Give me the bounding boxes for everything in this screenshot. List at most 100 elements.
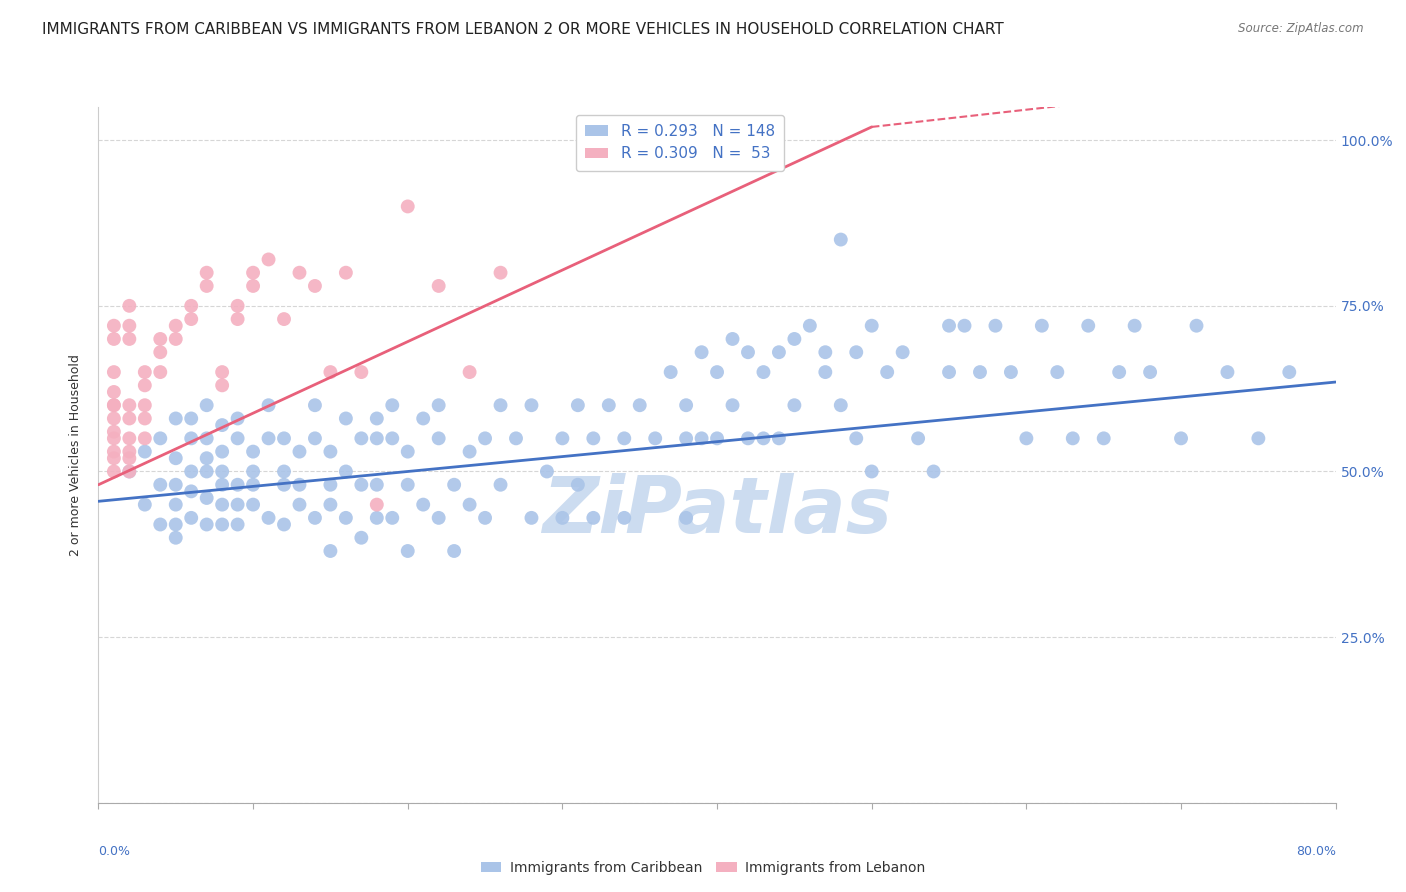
Point (690, 345, 713, 359)
Point (427, 398, 450, 412)
Point (257, 398, 280, 412)
Point (134, 398, 156, 412)
Point (613, 431, 636, 445)
Point (768, 431, 790, 445)
Point (134, 411, 156, 425)
Point (319, 365, 342, 379)
Point (938, 365, 960, 379)
Point (721, 398, 744, 412)
Point (165, 477, 187, 491)
Point (319, 544, 342, 558)
Point (118, 465, 141, 479)
Point (830, 398, 852, 412)
Point (134, 498, 156, 512)
Point (335, 411, 357, 425)
Point (830, 233, 852, 247)
Point (412, 411, 434, 425)
Point (165, 332, 187, 346)
Point (845, 431, 868, 445)
Point (103, 425, 125, 439)
Point (474, 431, 496, 445)
Point (118, 451, 141, 466)
Point (427, 431, 450, 445)
Point (536, 465, 558, 479)
Point (582, 511, 605, 525)
Point (273, 312, 295, 326)
Point (226, 299, 249, 313)
Text: 80.0%: 80.0% (1296, 845, 1336, 857)
Point (134, 378, 156, 392)
Point (242, 266, 264, 280)
Text: ZiPatlas: ZiPatlas (543, 473, 891, 549)
Point (180, 431, 202, 445)
Point (195, 451, 218, 466)
Point (319, 477, 342, 491)
Point (226, 411, 249, 425)
Point (195, 431, 218, 445)
Point (876, 365, 898, 379)
Point (319, 498, 342, 512)
Point (366, 498, 388, 512)
Point (1170, 431, 1192, 445)
Point (118, 411, 141, 425)
Point (134, 431, 156, 445)
Point (366, 477, 388, 491)
Point (675, 431, 697, 445)
Point (149, 431, 172, 445)
Point (288, 266, 311, 280)
Point (675, 511, 697, 525)
Point (1278, 365, 1301, 379)
Point (799, 318, 821, 333)
Point (149, 365, 172, 379)
Point (195, 465, 218, 479)
Point (304, 279, 326, 293)
Point (103, 398, 125, 412)
Point (396, 477, 419, 491)
Point (242, 498, 264, 512)
Point (211, 378, 233, 392)
Point (242, 477, 264, 491)
Point (273, 477, 295, 491)
Point (520, 398, 543, 412)
Point (721, 332, 744, 346)
Point (567, 477, 589, 491)
Point (659, 365, 682, 379)
Point (1139, 365, 1161, 379)
Point (226, 312, 249, 326)
Point (180, 411, 202, 425)
Point (366, 411, 388, 425)
Point (396, 544, 419, 558)
Point (242, 444, 264, 458)
Point (103, 365, 125, 379)
Point (505, 431, 527, 445)
Point (134, 444, 156, 458)
Point (165, 318, 187, 333)
Point (567, 398, 589, 412)
Point (737, 345, 759, 359)
Point (860, 318, 883, 333)
Point (180, 312, 202, 326)
Point (118, 318, 141, 333)
Point (752, 365, 775, 379)
Point (1247, 431, 1270, 445)
Point (1000, 365, 1022, 379)
Point (103, 431, 125, 445)
Point (319, 444, 342, 458)
Point (396, 444, 419, 458)
Point (288, 477, 311, 491)
Point (443, 477, 465, 491)
Point (226, 498, 249, 512)
Point (180, 484, 202, 499)
Point (613, 511, 636, 525)
Point (195, 279, 218, 293)
Point (489, 266, 512, 280)
Point (195, 491, 218, 505)
Point (427, 279, 450, 293)
Point (1216, 365, 1239, 379)
Point (335, 266, 357, 280)
Point (628, 398, 651, 412)
Point (211, 365, 233, 379)
Point (288, 444, 311, 458)
Point (103, 444, 125, 458)
Point (489, 398, 512, 412)
